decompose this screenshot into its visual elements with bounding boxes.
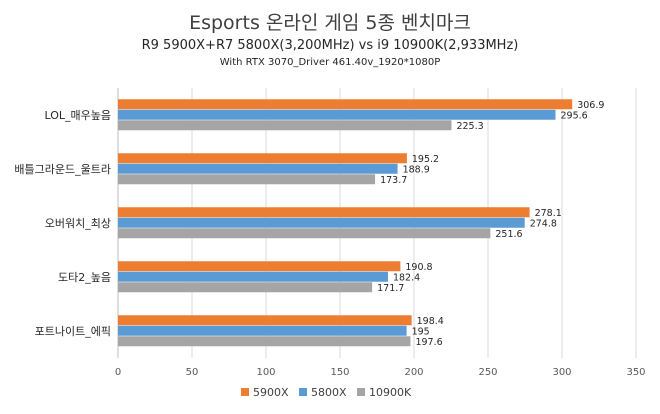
- data-label: 278.1: [535, 208, 562, 219]
- data-label: 225.3: [456, 121, 483, 132]
- x-tick-label: 0: [115, 367, 121, 378]
- legend-swatch-10900K: [357, 388, 365, 396]
- legend-label: 5800X: [311, 386, 347, 399]
- data-label: 195.2: [412, 154, 439, 165]
- data-label: 173.7: [380, 175, 407, 186]
- bar-10900K: [118, 282, 373, 293]
- legend-swatch-5800X: [299, 388, 307, 396]
- bar-5800X: [118, 163, 398, 174]
- bar-5900X: [118, 261, 401, 272]
- bar-5900X: [118, 315, 412, 326]
- bar-10900K: [118, 120, 452, 131]
- data-label: 195: [412, 326, 430, 337]
- legend-swatch-5900X: [241, 388, 249, 396]
- legend-label: 5900X: [253, 386, 289, 399]
- bar-5900X: [118, 99, 573, 110]
- data-label: 251.6: [495, 229, 522, 240]
- chart-subtitle: R9 5900X+R7 5800X(3,200MHz) vs i9 10900K…: [141, 38, 519, 53]
- bar-10900K: [118, 228, 491, 239]
- bar-5800X: [118, 271, 388, 282]
- data-label: 295.6: [560, 110, 587, 121]
- bar-10900K: [118, 174, 376, 185]
- bar-5900X: [118, 153, 407, 164]
- x-tick-label: 250: [478, 367, 497, 378]
- category-label: 오버워치_최상: [45, 217, 111, 230]
- category-label: LOL_매우높음: [44, 109, 111, 122]
- legend-label: 10900K: [369, 386, 412, 399]
- x-tick-label: 350: [626, 367, 645, 378]
- x-tick-label: 100: [256, 367, 275, 378]
- x-tick-label: 300: [552, 367, 571, 378]
- x-tick-label: 150: [330, 367, 349, 378]
- data-label: 182.4: [393, 272, 420, 283]
- data-label: 171.7: [377, 283, 404, 294]
- data-label: 274.8: [530, 218, 557, 229]
- category-label: 도타2_높음: [58, 271, 111, 284]
- bar-5800X: [118, 325, 407, 336]
- data-label: 188.9: [403, 164, 430, 175]
- chart-title: Esports 온라인 게임 5종 벤치마크: [189, 12, 471, 34]
- bar-5800X: [118, 109, 556, 120]
- category-label: 포트나이트_에픽: [35, 325, 111, 338]
- category-label: 배틀그라운드_울트라: [14, 163, 111, 176]
- bar-5800X: [118, 217, 525, 228]
- data-label: 190.8: [405, 262, 432, 273]
- x-tick-label: 200: [404, 367, 423, 378]
- bar-5900X: [118, 207, 530, 218]
- bar-10900K: [118, 336, 411, 347]
- data-label: 306.9: [577, 100, 604, 111]
- x-tick-label: 50: [186, 367, 199, 378]
- chart-subtitle-2: With RTX 3070_Driver 461.40v_1920*1080P: [219, 57, 441, 68]
- data-label: 197.6: [415, 337, 442, 348]
- data-label: 198.4: [417, 316, 444, 327]
